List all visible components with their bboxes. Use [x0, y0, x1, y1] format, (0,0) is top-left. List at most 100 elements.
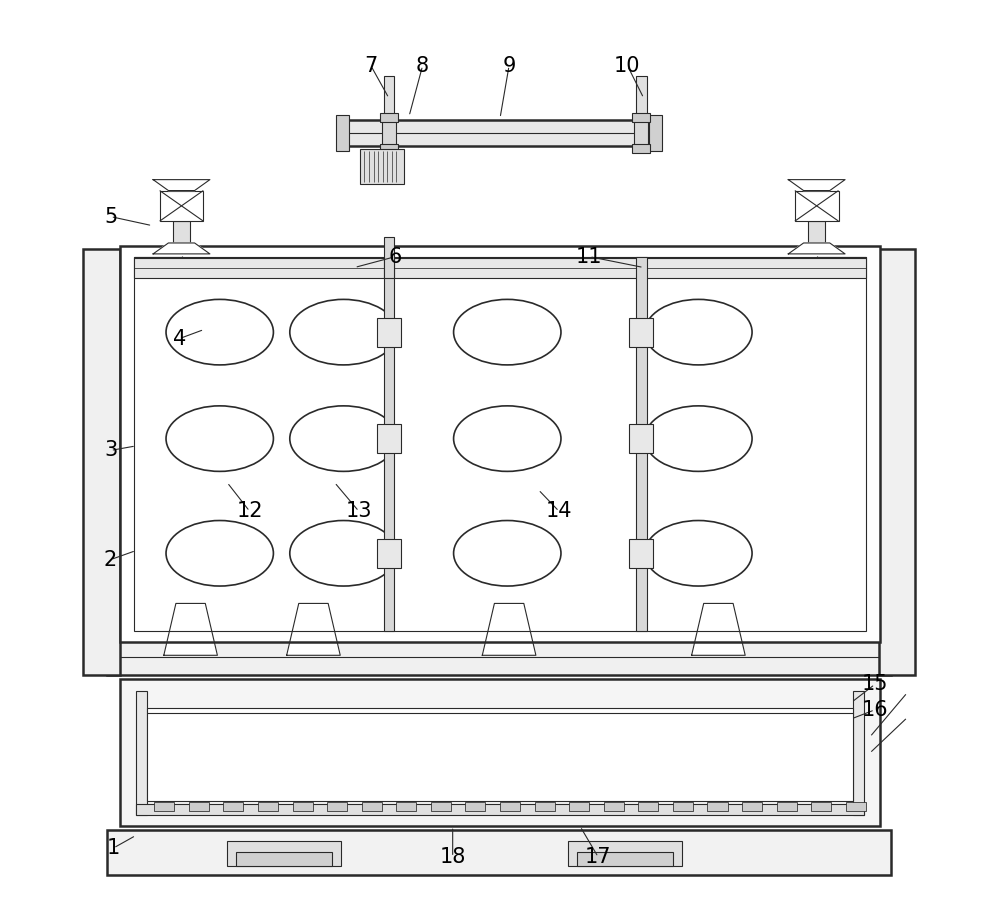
- Bar: [377, 539, 401, 568]
- Bar: [742, 802, 762, 811]
- Polygon shape: [788, 179, 845, 190]
- Bar: [795, 190, 839, 221]
- Bar: [636, 257, 647, 631]
- Text: 4: 4: [173, 329, 186, 349]
- Bar: [384, 237, 394, 278]
- Bar: [189, 802, 209, 811]
- Polygon shape: [164, 603, 217, 655]
- Bar: [134, 257, 866, 631]
- Bar: [120, 679, 880, 826]
- Bar: [380, 113, 398, 122]
- Bar: [777, 802, 797, 811]
- Ellipse shape: [166, 406, 273, 471]
- Bar: [147, 708, 853, 801]
- Ellipse shape: [454, 299, 561, 365]
- Text: 5: 5: [104, 207, 117, 227]
- Text: 8: 8: [416, 56, 429, 76]
- Bar: [223, 802, 243, 811]
- Bar: [396, 802, 416, 811]
- Bar: [673, 802, 693, 811]
- Bar: [465, 802, 485, 811]
- Bar: [879, 249, 915, 675]
- Text: 13: 13: [346, 501, 372, 521]
- Bar: [382, 120, 396, 146]
- Bar: [632, 144, 650, 153]
- Polygon shape: [153, 179, 210, 190]
- Text: 9: 9: [502, 56, 516, 76]
- Text: 1: 1: [107, 838, 120, 858]
- Text: 18: 18: [439, 847, 466, 867]
- Bar: [107, 639, 891, 675]
- Bar: [136, 804, 864, 815]
- Bar: [377, 318, 401, 347]
- Bar: [629, 318, 653, 347]
- Polygon shape: [692, 603, 745, 655]
- Bar: [134, 258, 866, 278]
- Bar: [500, 802, 520, 811]
- Text: 17: 17: [585, 847, 612, 867]
- Text: 16: 16: [862, 700, 888, 720]
- Ellipse shape: [454, 521, 561, 586]
- Ellipse shape: [290, 299, 397, 365]
- Bar: [649, 115, 662, 151]
- Bar: [107, 830, 891, 875]
- Bar: [384, 257, 394, 631]
- Bar: [629, 539, 653, 568]
- Text: 15: 15: [862, 674, 888, 694]
- Bar: [701, 584, 736, 603]
- Ellipse shape: [645, 299, 752, 365]
- Ellipse shape: [290, 521, 397, 586]
- Text: 14: 14: [546, 501, 572, 521]
- Ellipse shape: [454, 406, 561, 471]
- Ellipse shape: [645, 406, 752, 471]
- Bar: [638, 802, 658, 811]
- Bar: [384, 76, 394, 120]
- Bar: [629, 424, 653, 453]
- Bar: [535, 802, 555, 811]
- Bar: [83, 249, 120, 675]
- Polygon shape: [153, 243, 210, 254]
- Bar: [173, 584, 208, 603]
- Bar: [136, 691, 147, 815]
- Text: 6: 6: [389, 247, 402, 267]
- Bar: [343, 120, 655, 146]
- Ellipse shape: [166, 299, 273, 365]
- Bar: [853, 691, 864, 815]
- Bar: [160, 190, 203, 221]
- Bar: [604, 802, 624, 811]
- Bar: [632, 113, 650, 122]
- Bar: [380, 144, 398, 153]
- Bar: [636, 76, 647, 120]
- Bar: [173, 221, 190, 243]
- Bar: [577, 853, 673, 866]
- Bar: [360, 149, 404, 184]
- Bar: [846, 802, 866, 811]
- Bar: [293, 802, 313, 811]
- Bar: [120, 246, 880, 642]
- Polygon shape: [287, 603, 340, 655]
- Bar: [634, 120, 648, 146]
- Bar: [327, 802, 347, 811]
- Bar: [154, 802, 174, 811]
- Text: 10: 10: [614, 56, 641, 76]
- Bar: [569, 802, 589, 811]
- Polygon shape: [788, 243, 845, 254]
- Bar: [336, 115, 349, 151]
- Text: 11: 11: [576, 247, 602, 267]
- Bar: [811, 802, 831, 811]
- Bar: [377, 424, 401, 453]
- Text: 12: 12: [237, 501, 263, 521]
- Ellipse shape: [645, 521, 752, 586]
- Text: 7: 7: [364, 56, 377, 76]
- Bar: [258, 802, 278, 811]
- Polygon shape: [482, 603, 536, 655]
- Bar: [431, 802, 451, 811]
- Bar: [808, 221, 825, 243]
- Bar: [492, 584, 526, 603]
- Bar: [707, 802, 728, 811]
- Bar: [227, 841, 341, 866]
- Bar: [362, 802, 382, 811]
- Bar: [236, 853, 332, 866]
- Text: 3: 3: [104, 440, 117, 460]
- Ellipse shape: [290, 406, 397, 471]
